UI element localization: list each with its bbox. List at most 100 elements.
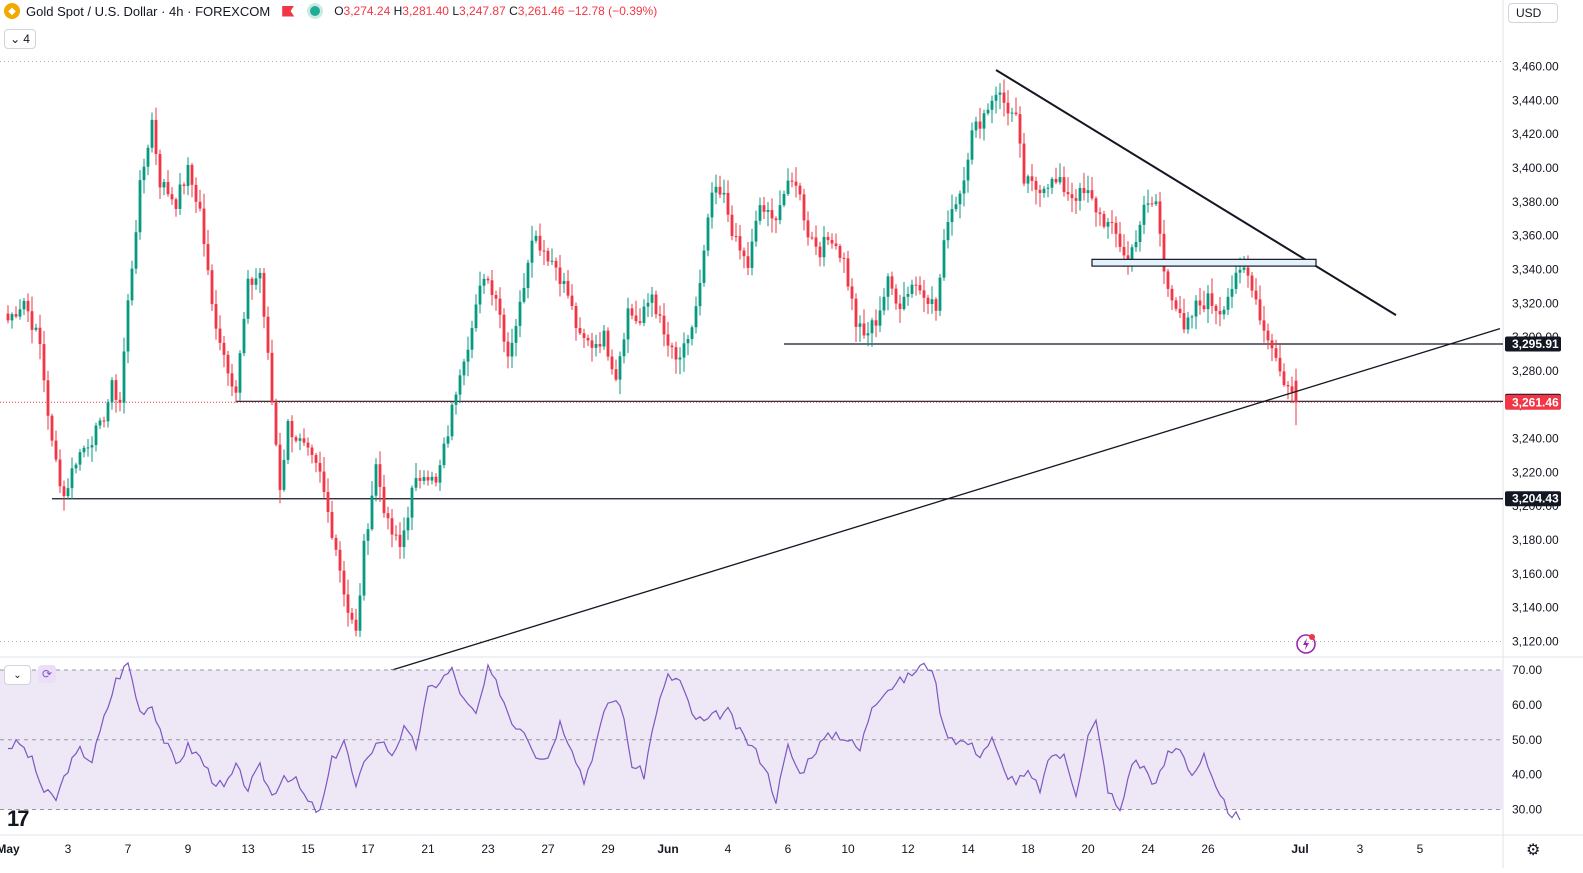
candle-body [134, 232, 138, 269]
candle-body [586, 337, 590, 341]
indicators-toggle[interactable]: ⌄ 4 [4, 29, 36, 49]
candle-body [1202, 305, 1206, 310]
candle-body [50, 415, 54, 441]
rsi-collapse-button[interactable]: ⌄ [4, 665, 31, 685]
candle-body [374, 464, 378, 496]
market-status-dot-icon[interactable] [310, 6, 321, 16]
candle-body [1166, 271, 1170, 289]
candle-body [1254, 290, 1258, 300]
candle-body [62, 486, 66, 497]
candle-body [518, 301, 522, 326]
resistance-zone [1091, 258, 1317, 267]
candle-body [458, 375, 462, 395]
open-value: 3,274.24 [343, 4, 391, 18]
candle-body [102, 420, 106, 422]
candle-body [1270, 340, 1274, 349]
candle-body [230, 373, 234, 387]
candle-body [266, 316, 270, 353]
candle-body [794, 181, 798, 186]
gold-coin-icon[interactable]: ◆ [4, 3, 20, 19]
candle-body [450, 404, 454, 437]
candle-body [1190, 316, 1194, 318]
chevron-down-icon: ⌄ [10, 32, 21, 46]
candle-body [238, 353, 242, 393]
candle-body [902, 296, 906, 309]
candle-body [262, 272, 266, 317]
candle-body [442, 443, 446, 466]
candle-body [274, 402, 278, 445]
candle-body [986, 109, 990, 114]
time-tick-label: 4 [725, 842, 732, 856]
candle-body [158, 153, 162, 188]
currency-selector[interactable]: USD [1508, 3, 1558, 23]
candle-body [1074, 198, 1078, 201]
candle-body [1082, 187, 1086, 194]
tradingview-logo[interactable]: 17 [7, 806, 30, 831]
candle-body [118, 399, 122, 403]
candle-body [786, 180, 790, 194]
candle-body [150, 119, 154, 148]
candle-body [562, 280, 566, 284]
candle-body [1278, 357, 1282, 372]
candle-body [750, 241, 754, 268]
lightning-alert-icon[interactable] [1295, 632, 1319, 656]
candle-body [942, 240, 946, 278]
time-tick-label: 15 [301, 842, 315, 856]
candle-body [98, 420, 102, 426]
candle-body [218, 328, 222, 343]
candle-body [602, 330, 606, 347]
gear-icon[interactable]: ⚙ [1526, 842, 1541, 859]
price-tick-label: 3,280.00 [1512, 364, 1559, 378]
candle-body [1110, 221, 1114, 223]
candle-body [478, 285, 482, 305]
price-tick-label: 3,420.00 [1512, 127, 1559, 141]
candle-body [914, 284, 918, 286]
candle-body [726, 192, 730, 215]
candle-body [138, 180, 142, 233]
time-tick-label: 20 [1081, 842, 1095, 856]
candle-body [642, 306, 646, 323]
candle-body [1122, 246, 1126, 256]
time-tick-label: 14 [961, 842, 975, 856]
candle-body [438, 465, 442, 483]
rsi-refresh-icon[interactable]: ⟳ [38, 665, 56, 683]
candle-body [558, 267, 562, 284]
candle-body [182, 184, 186, 186]
candle-body [482, 278, 486, 286]
candle-body [430, 476, 434, 481]
candle-body [838, 245, 842, 258]
candle-body [1102, 213, 1106, 227]
candle-body [18, 309, 22, 317]
candle-body [1038, 189, 1042, 194]
candle-body [210, 270, 214, 305]
candle-body [826, 236, 830, 240]
candle-body [678, 357, 682, 360]
candle-body [214, 304, 218, 329]
chart-legend: ◆ Gold Spot / U.S. Dollar · 4h · FOREXCO… [4, 3, 657, 19]
candle-body [582, 333, 586, 338]
candle-body [1234, 272, 1238, 289]
candle-body [82, 447, 86, 453]
candle-body [534, 235, 538, 241]
candle-body [698, 282, 702, 307]
candle-body [310, 447, 314, 456]
candle-body [834, 243, 838, 246]
symbol-title[interactable]: Gold Spot / U.S. Dollar · 4h · FOREXCOM [26, 3, 271, 19]
candle-body [594, 344, 598, 348]
candle-body [738, 236, 742, 251]
candle-body [466, 349, 470, 362]
candle-body [1154, 201, 1158, 205]
rsi-tick-label: 70.00 [1512, 663, 1542, 677]
candle-body [106, 402, 110, 422]
descending-resistance-trendline [995, 69, 1397, 316]
candle-body [190, 164, 194, 185]
candle-body [650, 294, 654, 303]
low-label: L [452, 4, 460, 18]
candle-body [1182, 313, 1186, 330]
candle-body [954, 204, 958, 210]
candle-body [42, 344, 46, 381]
flag-icon[interactable] [282, 5, 295, 17]
candle-body [1218, 310, 1222, 315]
candle-body [542, 250, 546, 252]
